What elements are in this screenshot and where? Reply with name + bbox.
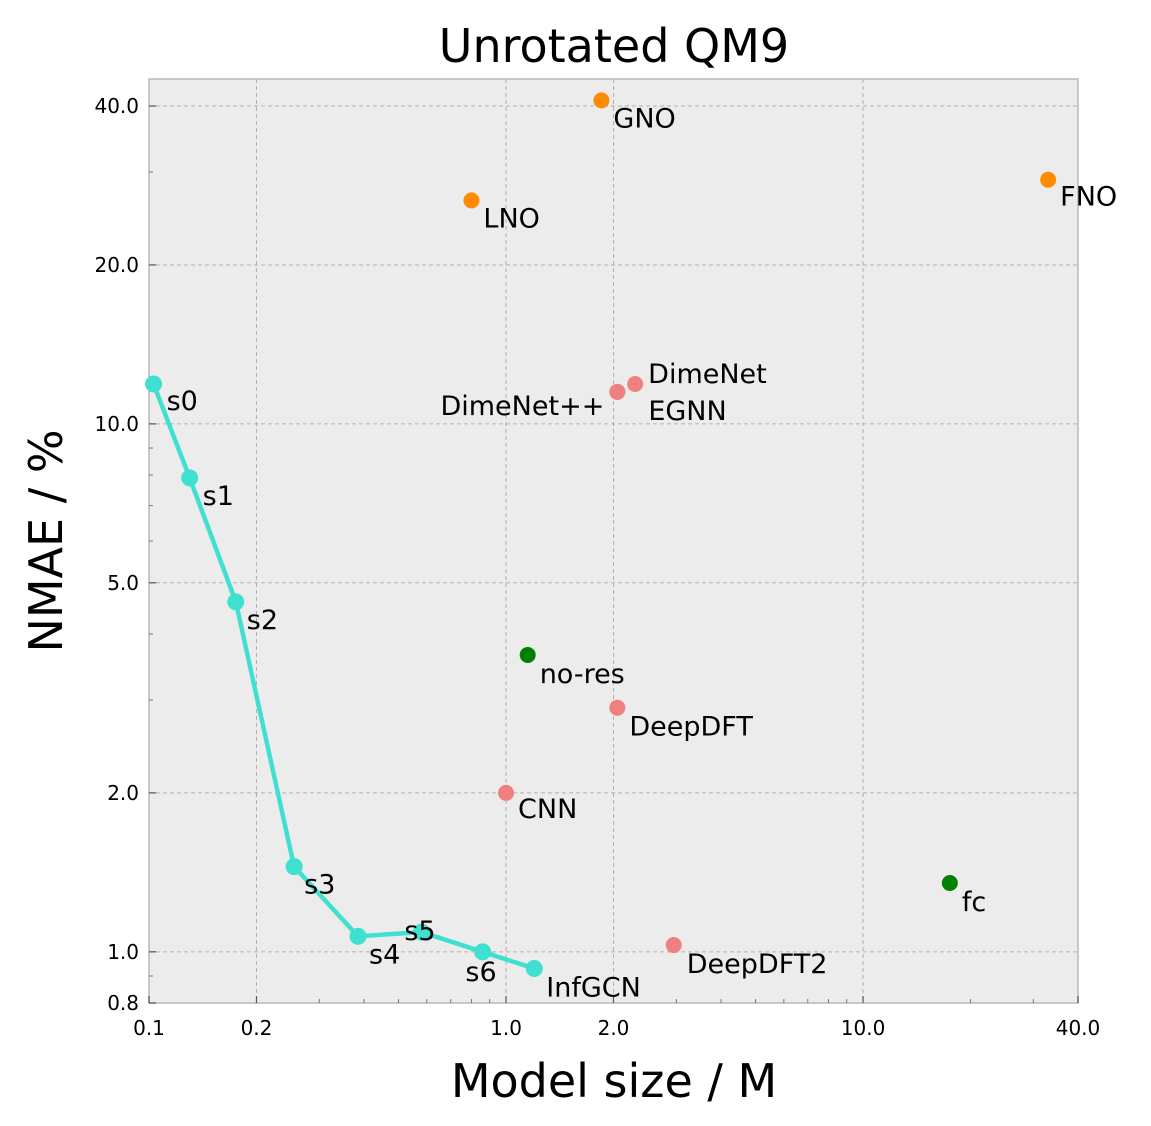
data-point-infgcn xyxy=(525,959,543,977)
data-point-fno xyxy=(1040,171,1057,188)
data-label-deepdft2: DeepDFT2 xyxy=(687,949,828,980)
data-label-s6: s6 xyxy=(465,957,496,988)
data-label-dimenet-: DimeNet++ xyxy=(440,391,604,422)
data-label-s4: s4 xyxy=(369,939,400,970)
y-tick-label: 10.0 xyxy=(94,412,139,436)
series-label-infgcn: InfGCN xyxy=(546,972,641,1003)
data-point-s2 xyxy=(227,593,245,611)
data-point-s5 xyxy=(413,923,431,941)
x-tick-label: 40.0 xyxy=(1056,1016,1101,1040)
y-tick-label: 5.0 xyxy=(107,571,139,595)
data-label-s3: s3 xyxy=(304,870,335,901)
y-axis-label: NMAE / % xyxy=(19,429,73,652)
data-point-gno xyxy=(593,92,610,109)
x-tick-label: 0.1 xyxy=(133,1016,165,1040)
data-point-s1 xyxy=(181,469,199,487)
chart-title: Unrotated QM9 xyxy=(439,19,789,73)
x-tick-label: 1.0 xyxy=(490,1016,522,1040)
data-label-s1: s1 xyxy=(203,481,234,512)
data-point-deepdft xyxy=(609,699,626,716)
axis-ticks: 0.1 0.2 1.0 2.0 10.0 40.0 0.8 1.0 2.0 5.0 10.0 20.0… xyxy=(94,94,1100,1040)
data-point-egnn xyxy=(609,383,626,400)
data-label-s0: s0 xyxy=(167,386,198,417)
data-point-s0 xyxy=(145,375,163,393)
y-tick-label: 40.0 xyxy=(94,94,139,118)
x-tick-label: 0.2 xyxy=(241,1016,273,1040)
data-label-deepdft: DeepDFT xyxy=(629,712,753,743)
data-point-no-res xyxy=(519,646,536,663)
data-label-s2: s2 xyxy=(247,605,278,636)
data-point-dimenet xyxy=(627,375,644,392)
y-tick-label: 20.0 xyxy=(94,253,139,277)
x-tick-label: 2.0 xyxy=(598,1016,630,1040)
data-label-s5: s5 xyxy=(404,916,435,947)
y-tick-label: 2.0 xyxy=(107,781,139,805)
data-label-gno: GNO xyxy=(613,103,675,134)
y-tick-label: 0.8 xyxy=(107,991,139,1015)
data-label-dimenet: DimeNet xyxy=(648,359,767,390)
y-tick-label: 1.0 xyxy=(107,940,139,964)
x-tick-label: 10.0 xyxy=(841,1016,886,1040)
data-label-fc: fc xyxy=(962,887,986,918)
data-label-fno: FNO xyxy=(1060,182,1117,213)
x-axis-label: Model size / M xyxy=(451,1054,777,1108)
data-point-s6 xyxy=(474,943,492,961)
series-lines xyxy=(151,383,535,971)
grid-lines xyxy=(149,79,1078,1003)
data-label-egnn: EGNN xyxy=(648,396,726,427)
data-point-lno xyxy=(463,192,480,209)
data-label-no-res: no-res xyxy=(540,659,625,690)
data-point-deepdft2 xyxy=(665,937,682,954)
data-points xyxy=(145,92,1057,977)
series-line-infgcn xyxy=(151,383,535,971)
data-point-cnn xyxy=(498,784,515,801)
data-label-cnn: CNN xyxy=(518,794,577,825)
data-point-fc xyxy=(941,875,958,892)
data-point-s4 xyxy=(349,927,367,945)
data-label-lno: LNO xyxy=(483,203,540,234)
data-point-s3 xyxy=(285,858,303,876)
